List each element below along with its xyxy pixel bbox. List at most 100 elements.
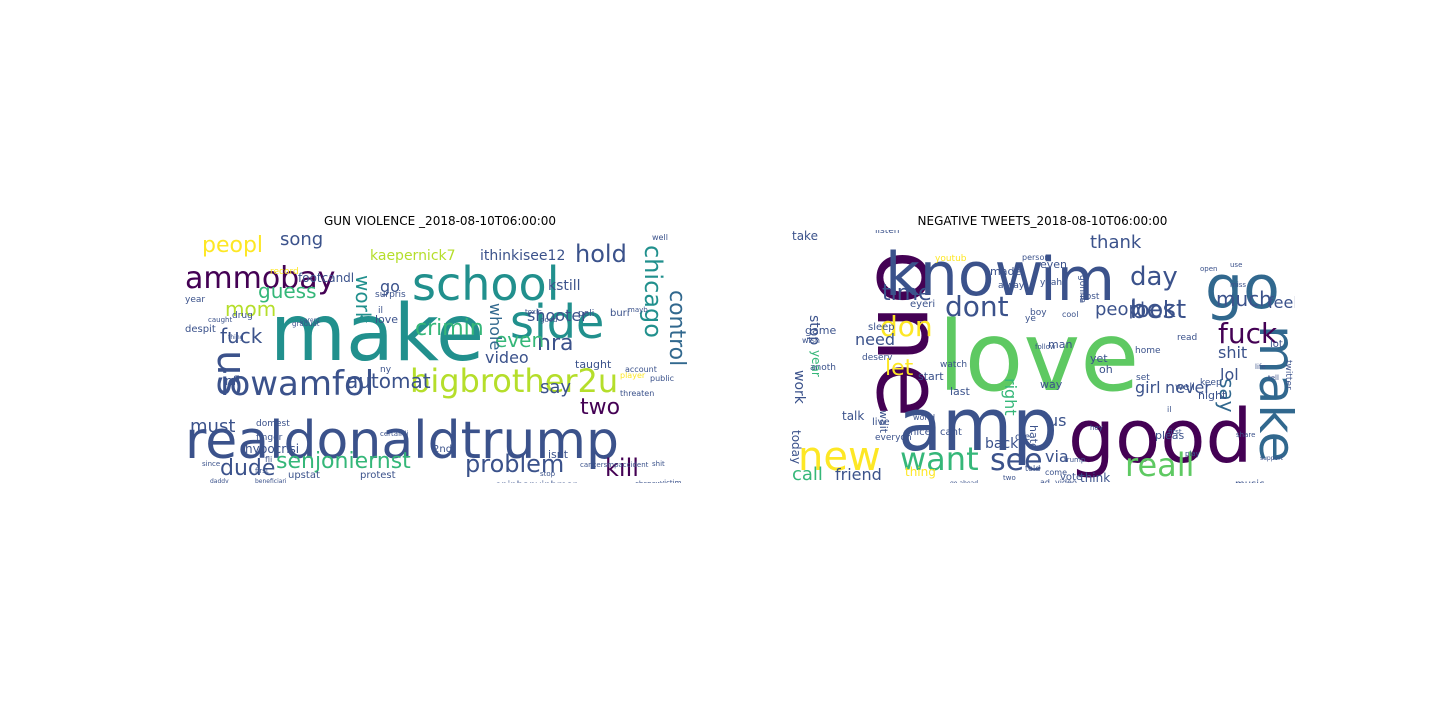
right-cloud-word: man [1048, 338, 1072, 351]
left-cloud-word: kill [605, 454, 639, 482]
right-cloud-word: thank [1090, 232, 1142, 253]
right-cloud-word: post [1080, 292, 1100, 302]
left-cloud-word: protest [360, 470, 396, 481]
left-cloud-word: finger [256, 433, 283, 443]
right-cloud-word: don [880, 310, 933, 343]
right-cloud-word: see [990, 443, 1043, 478]
right-cloud-word: never [1165, 378, 1211, 397]
right-cloud-word: know [885, 240, 1044, 310]
left-cloud-word: certainli [380, 430, 408, 438]
left-cloud-word: two [580, 395, 620, 420]
left-cloud-word: ithinkisee12 [480, 248, 565, 264]
left-cloud-word: work [351, 275, 375, 324]
right-cloud-word: talk [842, 409, 864, 423]
right-cloud-word: tell [1268, 374, 1279, 382]
right-cloud-word: person [1022, 253, 1049, 262]
left-panel-title: GUN VIOLENCE _2018-08-10T06:00:00 [323, 214, 557, 228]
right-cloud-word: trump [1064, 456, 1086, 464]
right-cloud-word: new [798, 434, 881, 480]
right-cloud-word: cant [940, 427, 962, 438]
left-cloud-word: stop [540, 470, 556, 478]
right-cloud-word: us [1048, 411, 1066, 430]
left-cloud-word: kstill [548, 278, 581, 294]
right-cloud-word: much [1216, 287, 1272, 311]
right-cloud-word: back [985, 436, 1019, 452]
left-cloud-word: video [485, 348, 529, 367]
left-cloud-word: must [190, 416, 235, 437]
right-cloud-word: good [1068, 394, 1253, 480]
right-cloud-word: wait [877, 410, 890, 434]
left-cloud-word: threaten [620, 389, 654, 398]
right-cloud-word: today [790, 430, 803, 464]
left-cloud-word: daddy [210, 478, 229, 483]
left-cloud-word: year [185, 295, 205, 305]
left-cloud-word: despit [185, 324, 216, 335]
left-cloud-word: bigbrother2u [410, 362, 618, 400]
left-cloud-word: whole [486, 303, 505, 350]
right-cloud-word: alway [998, 281, 1025, 291]
left-cloud-word: peopl [202, 233, 263, 258]
right-cloud-word: girl [1135, 378, 1161, 397]
left-cloud-word: thing [228, 334, 244, 341]
right-cloud-word: day [1130, 262, 1178, 292]
left-cloud-word: say [540, 377, 571, 398]
left-cloud-word: good [540, 316, 557, 324]
left-cloud-word: footcandl [298, 271, 354, 285]
left-cloud-word: problem [465, 450, 564, 478]
right-cloud-word: die [1015, 432, 1030, 443]
right-cloud-word: keep [1200, 378, 1222, 388]
left-cloud-word: make [270, 289, 484, 379]
left-cloud-word: guess [258, 279, 317, 303]
left-cloud-word: hypocrisi [245, 442, 299, 456]
right-cloud-word: friend [835, 465, 882, 483]
right-cloud-word: ye [1025, 314, 1036, 324]
right-cloud-word: lot [1270, 339, 1283, 350]
right-cloud-word: first [1168, 428, 1182, 436]
right-cloud-word: take [792, 230, 818, 243]
right-cloud-word: think [1080, 471, 1110, 483]
right-cloud-word: year [809, 350, 823, 377]
left-cloud-word: cbcnew [635, 480, 662, 483]
left-cloud-word: il [378, 306, 383, 316]
right-cloud-word: world [913, 413, 935, 422]
left-cloud-word: control [664, 290, 689, 366]
right-cloud-word: stop [806, 315, 822, 345]
right-cloud-word: hate [1027, 425, 1040, 450]
left-cloud-word: even [495, 328, 544, 352]
right-cloud-word: want [900, 440, 979, 478]
right-cloud-word: set [1136, 373, 1150, 383]
right-cloud-word: make [1248, 325, 1295, 462]
left-cloud-word: nfl [225, 374, 240, 388]
right-cloud-word: support [1260, 455, 1284, 462]
left-cloud-word: victim [660, 479, 682, 483]
left-cloud-word: account [625, 365, 657, 374]
right-cloud-word: last [950, 385, 971, 398]
right-cloud-word: play [1185, 450, 1200, 458]
right-cloud-word: vote [1060, 472, 1082, 483]
right-cloud-word: need [855, 330, 895, 349]
left-cloud-word: nra [537, 331, 573, 356]
left-cloud-word: iowamfol [220, 364, 374, 404]
right-cloud-word: twitter [1283, 360, 1293, 390]
right-cloud-word: gonna [1077, 275, 1087, 303]
right-cloud-word: let [885, 356, 914, 381]
right-cloud-word: call [792, 464, 823, 483]
right-cloud-word: hey [1090, 424, 1103, 432]
right-cloud-word: music [1235, 479, 1265, 483]
left-cloud-word: well [652, 233, 668, 242]
right-cloud-word: made [990, 265, 1021, 278]
right-cloud-word: night [1198, 389, 1227, 402]
gun-violence-word-cloud: make realdonaldtrump school side iowamfol big… [180, 230, 700, 483]
left-cloud-word: surpris [375, 290, 406, 300]
left-cloud-word: public [650, 374, 674, 383]
left-cloud-word: domest [256, 419, 290, 429]
right-cloud-word: ad [1040, 478, 1050, 483]
left-cloud-word: kaepernick7 [370, 248, 456, 264]
left-cloud-word: since [202, 460, 220, 468]
right-cloud-word: even [1040, 258, 1067, 271]
right-cloud-word: well [1175, 382, 1195, 393]
right-cloud-word: go ahead [950, 480, 978, 483]
right-cloud-word: im [1040, 245, 1115, 315]
right-cloud-word: il [1167, 405, 1171, 414]
